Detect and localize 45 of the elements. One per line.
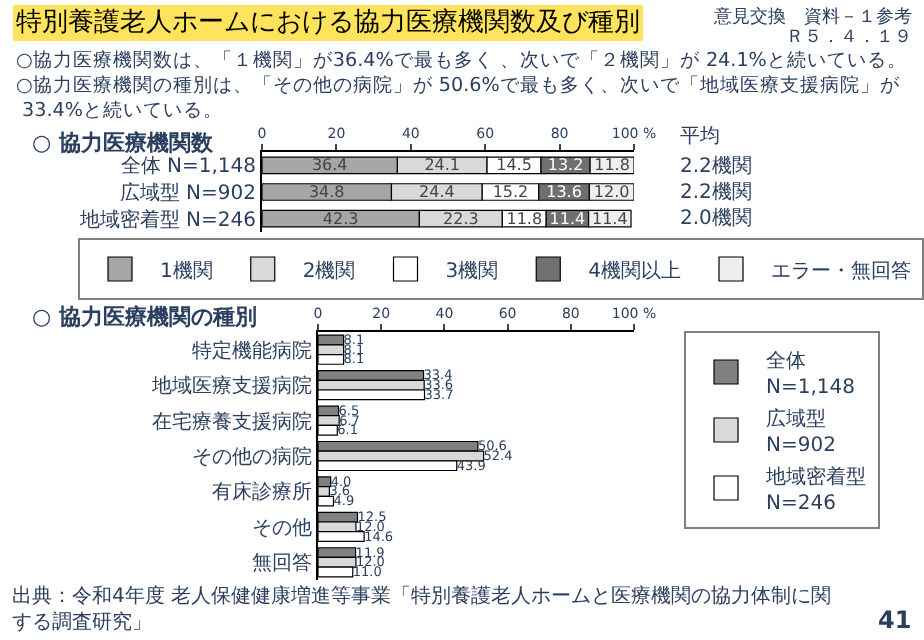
y-tick-label: 地域密着型 N=246 [77,207,256,232]
legend-label: 2機関 [302,258,356,283]
chart-subtitle: ○ 協力医療機関数 [32,130,215,156]
chart-title: ○ 協力医療機関の種別 [32,304,257,330]
data-label: 34.8 [308,183,345,201]
legend-label: 1機関 [160,258,213,283]
text: 意見交換 資料－１参考 [712,6,912,28]
y-tick-label: 在宅療養支援病院 [152,409,312,434]
data-label: 11.4 [592,209,628,228]
data-label: 36.4 [311,156,348,175]
text: 2.2機関 [680,154,752,178]
data-label: 11.4 [549,209,586,228]
data-label: 11.8 [594,156,630,175]
data-label: 15.2 [492,183,529,201]
data-label: 13.6 [546,183,582,201]
legend-label: 広域型 N=902 [766,406,836,457]
data-label: 22.3 [443,209,479,228]
data-label: 14.5 [496,156,532,175]
y-tick-label: 特定機能病院 [192,338,312,363]
text: ○協力医療機関数は、「１機関」が36.4%で最も多く 、次いで「２機関」が 24.1%と続いている。 ○協力医療機関の種別は、「その他の病院」が 50.6%で最も多く、次いで「地域医療支援病院」が 33.4%と続いている。 [16,48,907,122]
data-label: 24.1 [424,156,461,175]
chart-title: 特別養護老人ホームにおける協力医療機関数及び種別 [16,8,640,38]
text: 平均 [680,124,720,148]
text: 2.0機関 [680,206,752,230]
legend-label: 4機関以上 [588,258,681,283]
data-label: 24.4 [419,183,455,201]
y-tick-label: 広域型 N=902 [119,181,256,205]
text: Ｒ５．４．１９ [786,28,912,48]
y-tick-label: 無回答 [252,551,312,576]
y-tick-label: 有床診療所 [212,480,312,505]
y-tick-label: その他の病院 [192,445,312,469]
legend-label: 全体 N=1,148 [766,348,855,399]
data-label: 11.8 [506,209,543,228]
text: 41 [878,606,912,634]
y-tick-label: その他 [252,515,312,540]
legend-label: 3機関 [445,258,499,283]
y-tick-label: 地域医療支援病院 [150,374,312,399]
text: 2.2機関 [680,180,752,204]
data-label: 42.3 [322,209,359,228]
source-note: 出典：令和4年度 老人保健健康増進等事業「特別養護老人ホームと医療機関の協力体制に関する調査研究」 [12,584,832,634]
data-label: 13.2 [547,156,584,175]
data-label: 12.0 [593,183,630,201]
legend-label: エラー・無回答 [771,258,911,283]
y-tick-label: 全体 N=1,148 [120,154,256,179]
legend-label: 地域密着型 N=246 [764,464,866,515]
